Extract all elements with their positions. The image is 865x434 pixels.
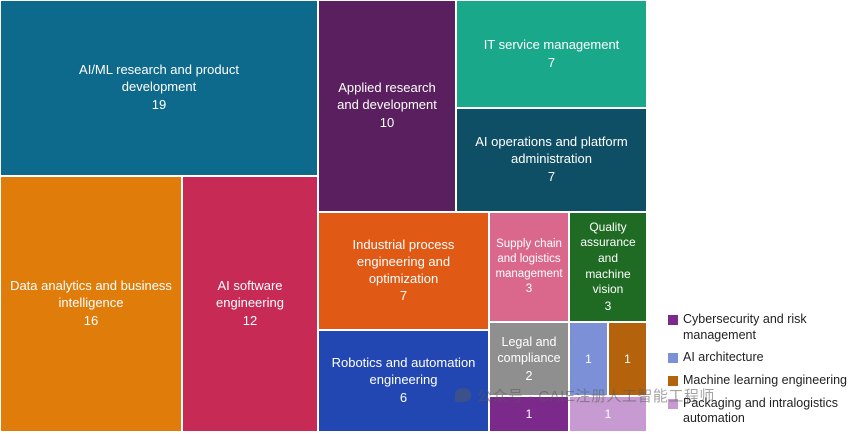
tile-label: Data analytics and business intelligence xyxy=(10,278,172,311)
legend-label: Machine learning engineering xyxy=(683,372,848,387)
tile-value: 1 xyxy=(525,406,533,421)
tile-value: 3 xyxy=(604,298,612,313)
treemap-tile: Data analytics and business intelligence… xyxy=(0,176,182,432)
legend-swatch xyxy=(668,398,678,409)
legend-item: Cybersecurity and risk management xyxy=(668,312,865,343)
treemap-tile: AI operations and platform administratio… xyxy=(456,108,647,212)
tile-label: Quality assurance and machine vision xyxy=(580,219,636,297)
tile-value: 1 xyxy=(624,351,631,366)
tile-value: 1 xyxy=(604,406,612,421)
tile-label: Industrial process engineering and optim… xyxy=(352,236,455,286)
treemap-tile: Robotics and automation engineering 6 xyxy=(318,330,489,432)
treemap-tile: 1 xyxy=(569,322,608,396)
tile-value: 6 xyxy=(399,389,408,405)
legend-swatch xyxy=(668,353,678,364)
tile-value: 7 xyxy=(547,168,556,184)
treemap-tile: 1 xyxy=(569,396,647,432)
tile-label: Supply chain and logistics management xyxy=(495,237,563,280)
treemap-tile: IT service management 7 xyxy=(456,0,647,108)
treemap-tile: Supply chain and logistics management 3 xyxy=(489,212,569,322)
legend-item: Machine learning engineering xyxy=(668,373,865,389)
legend-item: AI architecture xyxy=(668,350,865,366)
legend-label: Cybersecurity and risk management xyxy=(683,312,807,342)
legend-item: Packaging and intralogistics automation xyxy=(668,396,865,427)
treemap-tile: Industrial process engineering and optim… xyxy=(318,212,489,330)
tile-label: Robotics and automation engineering xyxy=(331,355,476,388)
treemap-tile: AI software engineering 12 xyxy=(182,176,318,432)
legend-swatch xyxy=(668,375,678,386)
tile-value: 19 xyxy=(151,96,167,112)
legend: Cybersecurity and risk management AI arc… xyxy=(668,312,865,434)
treemap-tile: Legal and compliance 2 xyxy=(489,322,569,396)
tile-value: 1 xyxy=(585,351,592,366)
tile-value: 12 xyxy=(242,312,258,328)
tile-value: 7 xyxy=(399,288,408,304)
legend-label: Packaging and intralogistics automation xyxy=(683,395,838,426)
legend-swatch xyxy=(668,315,678,325)
tile-value: 10 xyxy=(379,114,395,130)
treemap-tile: 1 xyxy=(608,322,647,396)
treemap-tile: Applied research and development 10 xyxy=(318,0,456,212)
treemap-tile: 1 xyxy=(489,396,569,432)
tile-value: 7 xyxy=(547,54,556,70)
tile-label: AI software engineering xyxy=(216,278,284,311)
tile-value: 2 xyxy=(525,368,533,383)
tile-label: AI/ML research and product development xyxy=(79,62,239,95)
tile-label: Legal and compliance xyxy=(497,335,561,366)
tile-label: Applied research and development xyxy=(337,80,437,113)
treemap-tile: Quality assurance and machine vision 3 xyxy=(569,212,647,322)
tile-value: 3 xyxy=(525,283,533,296)
tile-value: 16 xyxy=(83,312,99,328)
tile-label: IT service management xyxy=(483,36,620,52)
tile-label: AI operations and platform administratio… xyxy=(475,134,628,167)
treemap-tile: AI/ML research and product development 19 xyxy=(0,0,318,176)
legend-label: AI architecture xyxy=(683,350,764,365)
